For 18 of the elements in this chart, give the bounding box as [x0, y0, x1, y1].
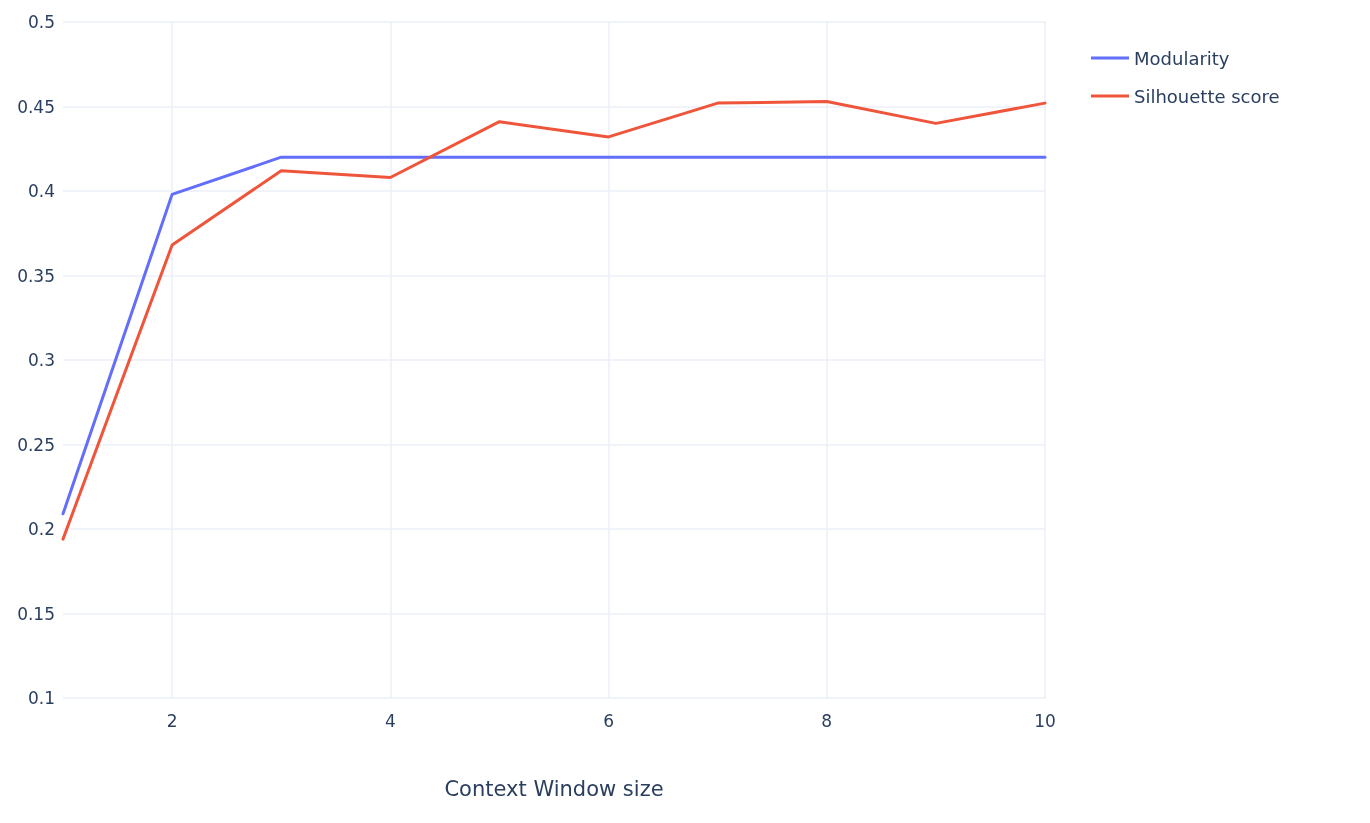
y-tick-label: 0.25 [17, 434, 55, 455]
legend-label: Silhouette score [1134, 85, 1280, 107]
x-tick-label: 8 [821, 710, 833, 731]
y-tick-label: 0.2 [27, 519, 55, 539]
x-tick-label: 2 [166, 710, 178, 731]
y-tick-label: 0.35 [17, 265, 55, 286]
x-tick-label: 4 [384, 710, 396, 731]
y-tick-label: 0.3 [27, 350, 55, 370]
x-tick-label: 10 [1034, 710, 1056, 731]
y-tick-label: 0.4 [27, 181, 55, 201]
x-tick-label: 6 [603, 710, 614, 731]
y-tick-label: 0.45 [17, 96, 55, 117]
legend-label: Modularity [1134, 47, 1230, 69]
y-tick-label: 0.1 [27, 688, 55, 708]
x-axis-title: Context Window size [444, 776, 664, 801]
y-tick-label: 0.15 [17, 603, 55, 624]
y-tick-label: 0.5 [27, 12, 55, 32]
line-series [61, 99, 1047, 541]
